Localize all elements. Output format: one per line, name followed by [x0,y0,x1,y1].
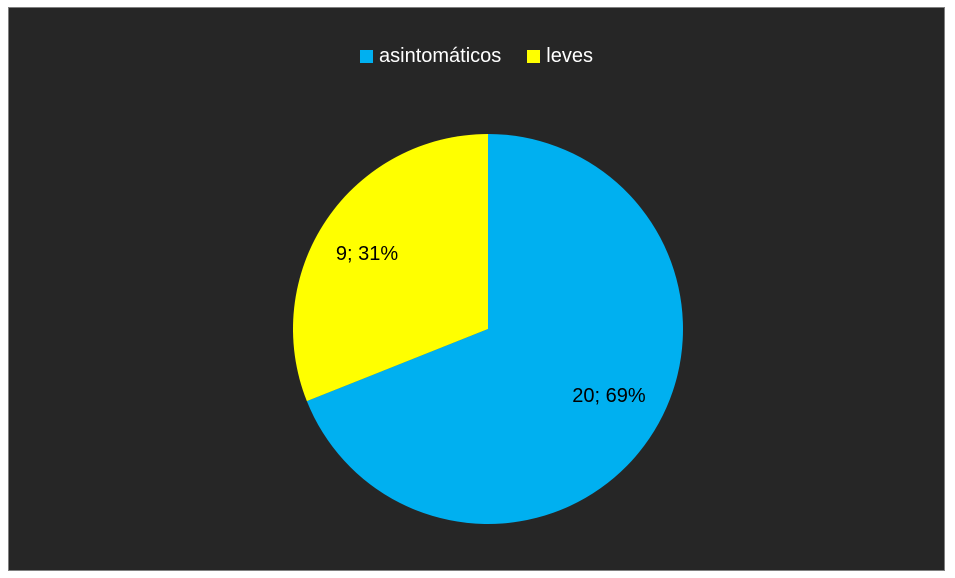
pie-chart: 20; 69% 9; 31% [293,134,683,524]
legend: asintomáticos leves [9,44,944,68]
pie-slices [293,134,683,524]
legend-item-asintomaticos: asintomáticos [360,44,501,68]
legend-swatch-leves [527,49,541,63]
legend-label-asintomaticos: asintomáticos [379,45,502,67]
pie-data-labels: 20; 69% 9; 31% [336,243,646,407]
pie-slice-asintomaticos [306,134,683,524]
legend-swatch-asintomaticos [360,49,373,63]
pie-slice-leves [293,134,488,402]
data-label-asintomaticos: 20; 69% [572,385,646,407]
chart-frame: asintomáticos leves 20; 69% 9; 31% [8,7,945,571]
legend-item-leves: leves [527,44,593,68]
legend-label-leves: leves [546,45,593,67]
data-label-leves: 9; 31% [336,243,398,265]
